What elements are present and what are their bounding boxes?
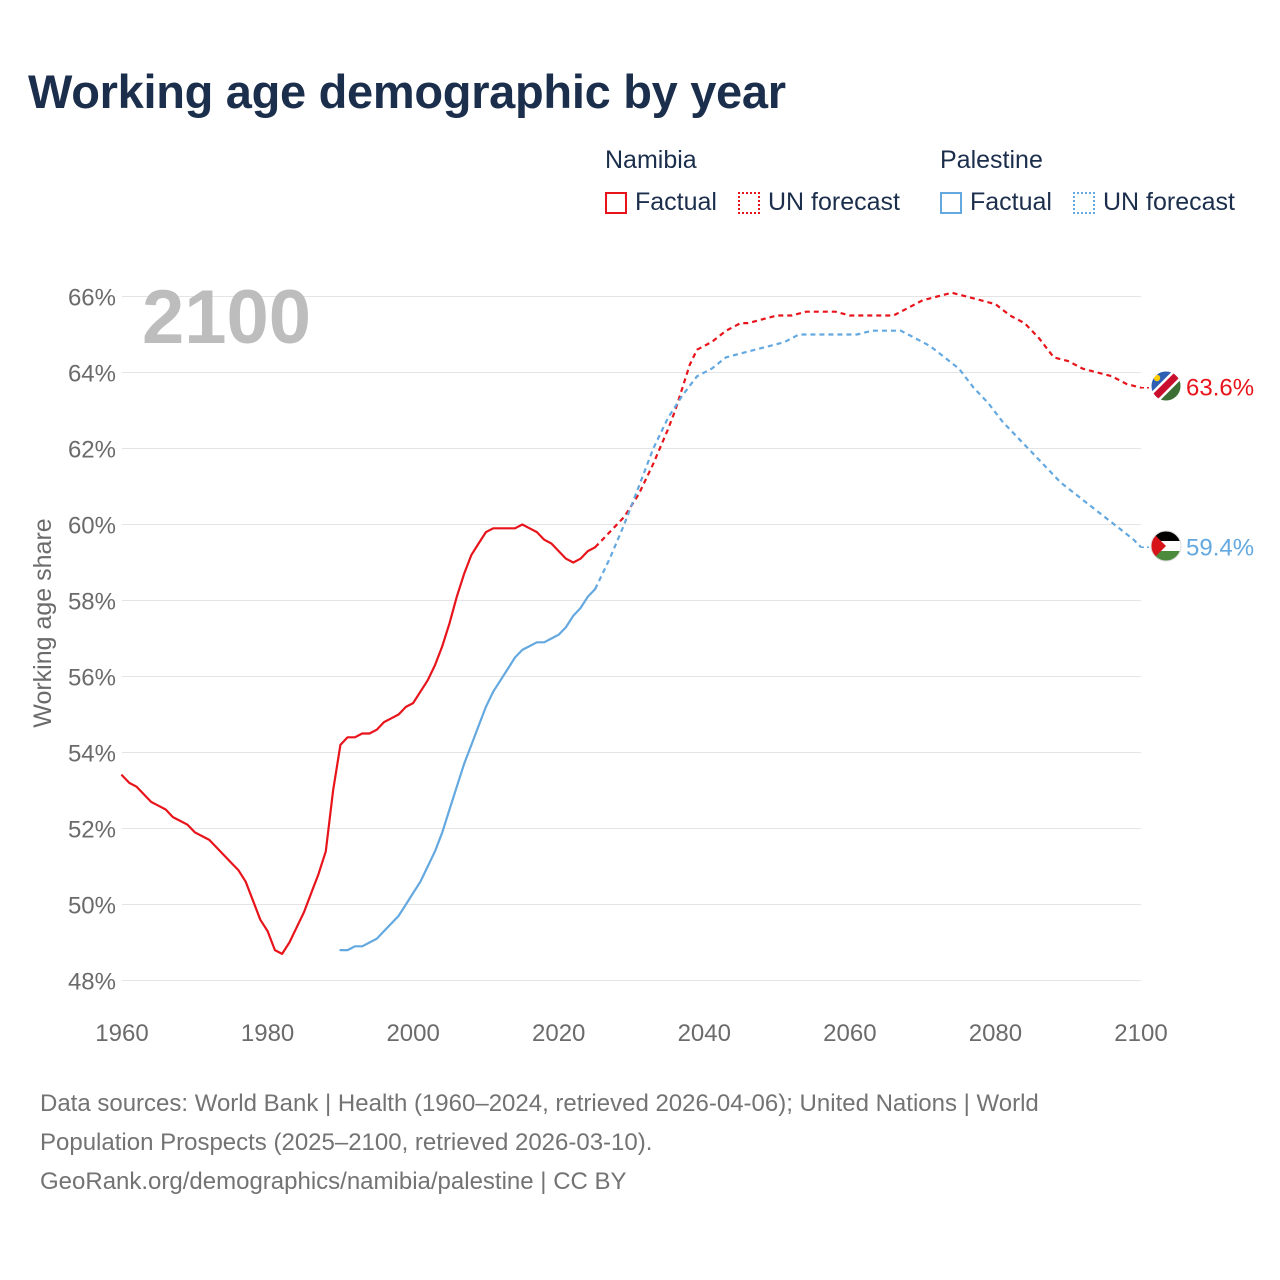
chart-title: Working age demographic by year: [28, 65, 786, 118]
legend-namibia-factual-swatch: [605, 191, 627, 214]
x-tick-label-2060: 2060: [823, 1020, 876, 1047]
x-tick-label-2080: 2080: [969, 1020, 1022, 1047]
x-tick-label-2000: 2000: [386, 1020, 439, 1047]
namibia-end-label: 63.6%: [1186, 375, 1254, 402]
legend-palestine-forecast-label: UN forecast: [1103, 188, 1235, 216]
y-tick-label-54: 54%: [68, 741, 116, 768]
x-tick-label-1980: 1980: [241, 1020, 294, 1047]
legend-palestine-forecast-swatch: [1073, 191, 1095, 214]
legend-namibia-factual[interactable]: Factual: [605, 188, 717, 217]
palestine-factual-line: [339, 588, 597, 952]
namibia-flag-icon: [1150, 370, 1182, 402]
y-tick-label-62: 62%: [68, 437, 116, 464]
y-tick-label-64: 64%: [68, 361, 116, 388]
y-tick-label-60: 60%: [68, 513, 116, 540]
legend-palestine-forecast[interactable]: UN forecast: [1073, 188, 1235, 217]
line-chart: 48% 50% 52% 54% 56% 58% 60% 62% 64% 66% 1960 1980 20…: [29, 275, 1254, 1047]
legend-palestine-factual-swatch: [940, 191, 962, 214]
source-line-1: Data sources: World Bank | Health (1960–…: [40, 1090, 1039, 1117]
legend-namibia: Namibia Factual UN forecast: [605, 146, 925, 226]
legend-namibia-forecast-swatch: [738, 191, 760, 214]
y-tick-label-56: 56%: [68, 665, 116, 692]
legend-palestine-title: Palestine: [940, 146, 1043, 174]
x-tick-label-2040: 2040: [678, 1020, 731, 1047]
palestine-end-label: 59.4%: [1186, 534, 1254, 561]
source-line-3[interactable]: GeoRank.org/demographics/namibia/palesti…: [40, 1168, 627, 1195]
x-tick-label-2100: 2100: [1114, 1020, 1167, 1047]
legend-palestine-factual[interactable]: Factual: [940, 188, 1052, 217]
legend-namibia-title: Namibia: [605, 146, 697, 174]
legend-palestine-factual-label: Factual: [970, 188, 1052, 216]
y-tick-label-50: 50%: [68, 893, 116, 920]
legend-namibia-forecast[interactable]: UN forecast: [738, 188, 900, 217]
y-tick-label-52: 52%: [68, 817, 116, 844]
legend-palestine: Palestine Factual UN forecast: [940, 146, 1260, 226]
palestine-forecast-line: [594, 329, 1142, 590]
namibia-forecast-line: [594, 291, 1142, 549]
x-tick-label-2020: 2020: [532, 1020, 585, 1047]
y-tick-label-48: 48%: [68, 969, 116, 996]
y-axis-label: Working age share: [29, 518, 57, 727]
y-tick-label-66: 66%: [68, 285, 116, 312]
palestine-flag-icon: [1150, 530, 1182, 562]
year-watermark: 2100: [142, 275, 311, 360]
x-tick-label-1960: 1960: [95, 1020, 148, 1047]
source-line-2: Population Prospects (2025–2100, retriev…: [40, 1129, 653, 1156]
legend-namibia-factual-label: Factual: [635, 188, 717, 216]
namibia-factual-line: [120, 523, 597, 955]
y-tick-label-58: 58%: [68, 589, 116, 616]
legend-namibia-forecast-label: UN forecast: [768, 188, 900, 216]
